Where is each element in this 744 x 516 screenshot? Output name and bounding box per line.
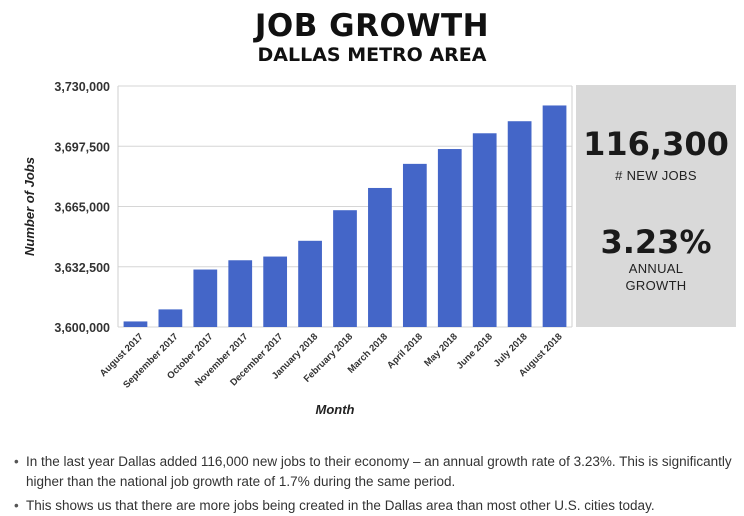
summary-bullets: In the last year Dallas added 116,000 ne… xyxy=(14,452,734,516)
y-tick-label: 3,632,500 xyxy=(54,261,110,275)
stats-panel: 116,300 # NEW JOBS 3.23% ANNUAL GROWTH xyxy=(576,85,736,327)
annual-growth-label-1: ANNUAL xyxy=(628,261,684,276)
y-axis-label: Number of Jobs xyxy=(22,157,37,256)
y-tick-label: 3,730,000 xyxy=(54,80,110,94)
bullet-point-1: In the last year Dallas added 116,000 ne… xyxy=(14,452,734,492)
bar xyxy=(333,210,357,327)
bar xyxy=(507,121,532,327)
bullet-point-2: This shows us that there are more jobs b… xyxy=(14,496,734,516)
new-jobs-value: 116,300 xyxy=(583,125,729,163)
bar xyxy=(158,309,183,327)
bar xyxy=(193,269,218,327)
bar xyxy=(472,133,497,327)
y-tick-label: 3,600,000 xyxy=(54,321,110,335)
bar xyxy=(368,187,392,327)
chart-subtitle: DALLAS METRO AREA xyxy=(257,44,487,66)
y-tick-label: 3,697,500 xyxy=(54,140,110,154)
bar xyxy=(263,256,288,327)
annual-growth-value: 3.23% xyxy=(600,223,712,261)
bar xyxy=(298,240,322,327)
bar xyxy=(437,149,462,327)
new-jobs-label: # NEW JOBS xyxy=(615,168,697,183)
bar xyxy=(542,105,567,327)
annual-growth-label-2: GROWTH xyxy=(625,278,687,293)
bar xyxy=(402,163,427,327)
x-tick-label: June 2018 xyxy=(455,331,495,371)
bar-chart: 3,600,000 3,632,500 3,665,000 3,697,500 3,73… xyxy=(22,80,573,417)
x-tick-label: April 2018 xyxy=(385,331,425,371)
y-tick-label: 3,665,000 xyxy=(54,201,110,215)
bar xyxy=(228,260,253,327)
bar xyxy=(123,321,148,327)
x-axis-label: Month xyxy=(316,402,355,417)
chart-title: JOB GROWTH xyxy=(254,8,490,44)
